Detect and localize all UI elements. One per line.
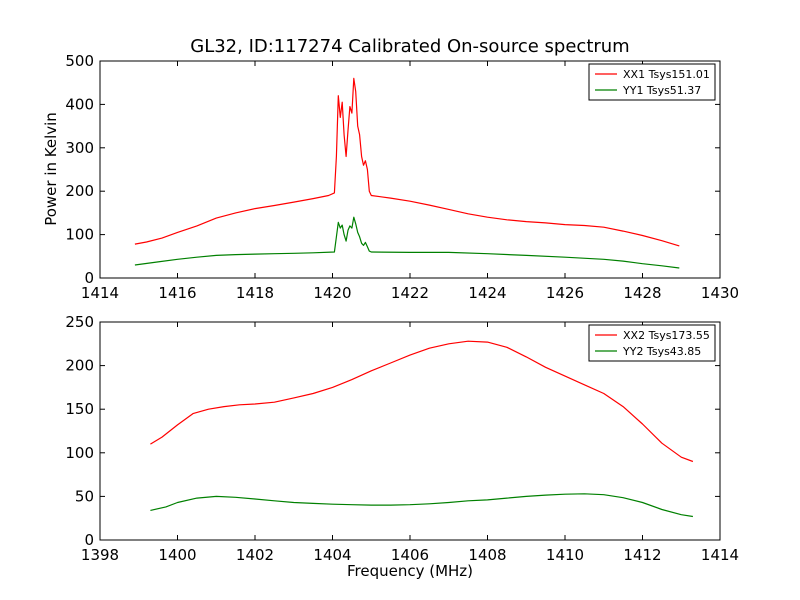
bottom-x-tick-label: 1408	[468, 546, 506, 564]
bottom-x-tick-label: 1412	[623, 546, 661, 564]
bottom-xlabel: Frequency (MHz)	[347, 562, 473, 580]
top-legend-label: XX1 Tsys151.01	[623, 68, 710, 81]
bottom-x-tick-label: 1406	[391, 546, 429, 564]
top-series-line-1	[134, 77, 680, 247]
top-y-tick-label: 400	[65, 95, 94, 113]
top-legend-label: YY1 Tsys51.37	[622, 84, 701, 97]
top-y-tick-label: 100	[65, 226, 94, 244]
top-x-tick-label: 1416	[158, 284, 196, 302]
bottom-spectrum-axes: Frequency (MHz) 1398 1400 1402 1404 1406 1408…	[65, 313, 739, 580]
bottom-series-line-2	[150, 493, 693, 518]
top-x-tick-label: 1420	[313, 284, 351, 302]
top-x-tick-label: 1414	[81, 284, 119, 302]
top-legend	[588, 63, 716, 101]
bottom-y-tick-label: 150	[65, 400, 94, 418]
bottom-x-tick-label: 1398	[81, 546, 119, 564]
bottom-y-tick-label: 100	[65, 444, 94, 462]
bottom-legend	[588, 324, 716, 362]
top-x-tick-label: 1422	[391, 284, 429, 302]
top-y-tick-label: 200	[65, 182, 94, 200]
top-ylabel: Power in Kelvin	[42, 112, 60, 226]
bottom-y-tick-label: 200	[65, 357, 94, 375]
bottom-series-line-1	[150, 340, 694, 463]
top-y-tick-label: 300	[65, 139, 94, 157]
top-y-tick-label: 500	[65, 52, 94, 70]
bottom-y-tick-label: 250	[65, 313, 94, 331]
bottom-y-tick-label: 0	[84, 531, 94, 549]
bottom-x-tick-label: 1410	[546, 546, 584, 564]
figure-title: GL32, ID:117274 Calibrated On-source spe…	[190, 36, 629, 57]
bottom-legend-label: YY2 Tsys43.85	[622, 345, 701, 358]
top-x-tick-label: 1426	[546, 284, 584, 302]
top-spectrum-axes: Power in Kelvin 1414 1416 1418 1420 1422 1424…	[42, 52, 739, 302]
bottom-legend-label: XX2 Tsys173.55	[623, 329, 710, 342]
bottom-x-tick-label: 1400	[158, 546, 196, 564]
top-x-tick-label: 1430	[701, 284, 739, 302]
bottom-x-tick-label: 1404	[313, 546, 351, 564]
bottom-x-tick-label: 1402	[236, 546, 274, 564]
top-y-tick-label: 0	[84, 269, 94, 287]
bottom-x-tick-label: 1414	[701, 546, 739, 564]
top-x-tick-label: 1424	[468, 284, 506, 302]
top-x-tick-label: 1428	[623, 284, 661, 302]
bottom-y-tick-label: 50	[75, 487, 94, 505]
top-x-tick-label: 1418	[236, 284, 274, 302]
top-series-line-2	[134, 216, 680, 269]
